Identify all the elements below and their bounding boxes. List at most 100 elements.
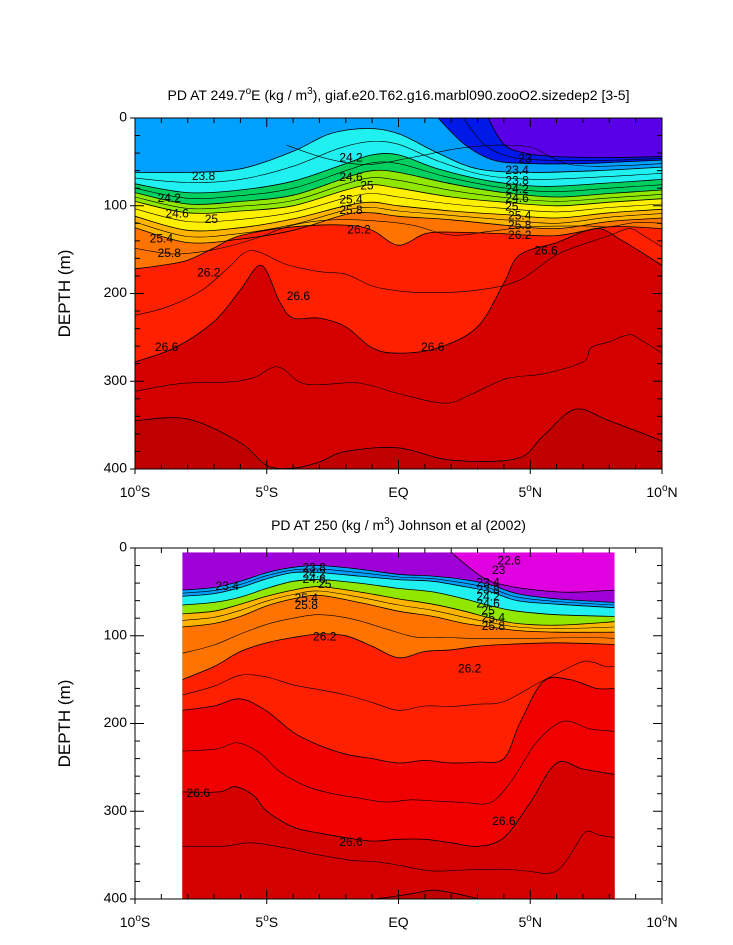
y-tick-label: 400 bbox=[104, 460, 128, 476]
contour-line-24.2 bbox=[135, 153, 662, 194]
x-tick-label: 10oS bbox=[120, 483, 150, 500]
x-tick-label: 10oS bbox=[120, 913, 150, 930]
bottom-panel: 23.423.824.224.62525.425.826.222.62323.4… bbox=[55, 516, 678, 930]
contour-lines bbox=[182, 552, 615, 899]
contour-line-minor bbox=[182, 720, 615, 805]
contour-line-26.4 bbox=[182, 676, 615, 764]
contour-label: 26.2 bbox=[197, 265, 221, 279]
contour-label: 24.6 bbox=[339, 170, 363, 184]
contour-label: 26.6 bbox=[187, 786, 211, 800]
contour-label: 26.6 bbox=[339, 835, 363, 849]
contour-label: 23.8 bbox=[303, 560, 327, 574]
contour-label: 24.6 bbox=[303, 572, 327, 586]
contour-label: 25.8 bbox=[339, 203, 363, 217]
y-axis-title: DEPTH (m) bbox=[55, 680, 74, 768]
x-tick-label: 10oN bbox=[646, 913, 677, 930]
top-panel: 23.824.224.6 2525.425.826.226.626.624.224… bbox=[55, 86, 678, 500]
x-tick-label: 5oN bbox=[519, 483, 542, 500]
band-fill-26.8 bbox=[135, 408, 662, 469]
contour-label: 25.4 bbox=[339, 193, 363, 207]
contour-label: 25.4 bbox=[295, 591, 319, 605]
contour-label: 24.6 bbox=[165, 207, 189, 221]
chart-title: PD AT 249.7oE (kg / m3), giaf.e20.T62.g1… bbox=[168, 86, 630, 103]
contour-line-minor bbox=[182, 568, 615, 606]
contour-line-minor bbox=[182, 590, 615, 630]
band-fill-26.6 bbox=[135, 228, 662, 469]
contour-line-24.6 bbox=[182, 579, 615, 617]
chart-title: PD AT 250 (kg / m3) Johnson et al (2002) bbox=[271, 516, 526, 533]
contour-label: 23.8 bbox=[505, 173, 529, 187]
contour-line-26.2 bbox=[135, 224, 662, 270]
y-tick-label: 200 bbox=[104, 714, 128, 730]
contour-line-25.4 bbox=[182, 586, 615, 626]
contour-label: 24.2 bbox=[158, 191, 182, 205]
contour-label: 23 bbox=[492, 563, 506, 577]
contour-line-25.8 bbox=[182, 594, 615, 633]
x-tick-label: 5oS bbox=[255, 483, 278, 500]
contour-label: 25 bbox=[318, 577, 332, 591]
contour-label: 25 bbox=[481, 603, 495, 617]
y-tick-label: 300 bbox=[104, 802, 128, 818]
contour-line-26.2 bbox=[182, 633, 615, 680]
x-tick-label: 5oS bbox=[255, 913, 278, 930]
contour-label: 25 bbox=[205, 212, 219, 226]
contour-label: 25.8 bbox=[158, 246, 182, 260]
contour-line-23 bbox=[487, 118, 662, 158]
contour-label: 24.2 bbox=[303, 566, 327, 580]
contour-line-minor bbox=[135, 193, 662, 223]
contour-line-minor bbox=[135, 177, 662, 210]
x-tick-label: EQ bbox=[388, 914, 408, 930]
contour-label: 26.2 bbox=[508, 228, 532, 242]
contour-label: 25.8 bbox=[508, 218, 532, 232]
contour-line-minor bbox=[135, 334, 662, 404]
contour-label: 24.2 bbox=[505, 182, 529, 196]
y-tick-label: 200 bbox=[104, 284, 128, 300]
contour-line-23.4 bbox=[437, 118, 662, 165]
contour-line-23.4 bbox=[182, 565, 615, 603]
contour-label: 23.4 bbox=[216, 579, 240, 593]
contour-label: 26.2 bbox=[313, 630, 337, 644]
contour-label: 22.6 bbox=[497, 553, 521, 567]
y-tick-label: 300 bbox=[104, 372, 128, 388]
contour-line-23.8 bbox=[135, 128, 662, 174]
contour-label: 24.6 bbox=[476, 596, 500, 610]
y-tick-label: 0 bbox=[119, 539, 127, 555]
contour-label: 24.2 bbox=[339, 151, 363, 165]
y-tick-label: 100 bbox=[104, 196, 128, 212]
contour-label: 26.2 bbox=[458, 661, 482, 675]
contour-label: 26.6 bbox=[287, 289, 311, 303]
contour-label: 25.4 bbox=[482, 610, 506, 624]
contour-line-26.8 bbox=[135, 408, 662, 469]
contour-label: 25 bbox=[360, 179, 374, 193]
contour-line-25.8 bbox=[135, 212, 662, 244]
contour-label: 25.4 bbox=[508, 208, 532, 222]
x-tick-label: 10oN bbox=[646, 483, 677, 500]
contour-label: 26.6 bbox=[421, 340, 445, 354]
contour-label: 23.4 bbox=[476, 575, 500, 589]
contour-line-minor bbox=[182, 660, 615, 711]
contour-line-25 bbox=[135, 184, 662, 214]
contour-label: 26.2 bbox=[347, 222, 371, 236]
contour-line-25.4 bbox=[135, 201, 662, 232]
contour-line-26.8 bbox=[252, 889, 597, 899]
contour-line-26.6 bbox=[135, 228, 662, 363]
contour-label: 26.6 bbox=[534, 244, 558, 258]
contour-line-minor bbox=[135, 228, 662, 316]
contour-line-minor bbox=[135, 207, 662, 238]
contour-line-22.6 bbox=[450, 552, 615, 593]
contour-line-23.8 bbox=[182, 571, 615, 609]
x-tick-label: EQ bbox=[388, 484, 408, 500]
contour-label: 25.4 bbox=[150, 231, 174, 245]
contour-label: 26.6 bbox=[155, 340, 179, 354]
band-fill-26.6 bbox=[182, 761, 615, 899]
contour-line-minor bbox=[286, 144, 662, 167]
y-axis-title: DEPTH (m) bbox=[55, 250, 74, 338]
contour-fills bbox=[135, 118, 662, 469]
y-tick-label: 400 bbox=[104, 890, 128, 906]
contour-label: 25.8 bbox=[482, 619, 506, 633]
contour-line-minor bbox=[182, 830, 615, 874]
contour-label: 25.8 bbox=[295, 598, 319, 612]
contour-line-minor bbox=[135, 141, 662, 183]
y-tick-label: 0 bbox=[119, 109, 127, 125]
